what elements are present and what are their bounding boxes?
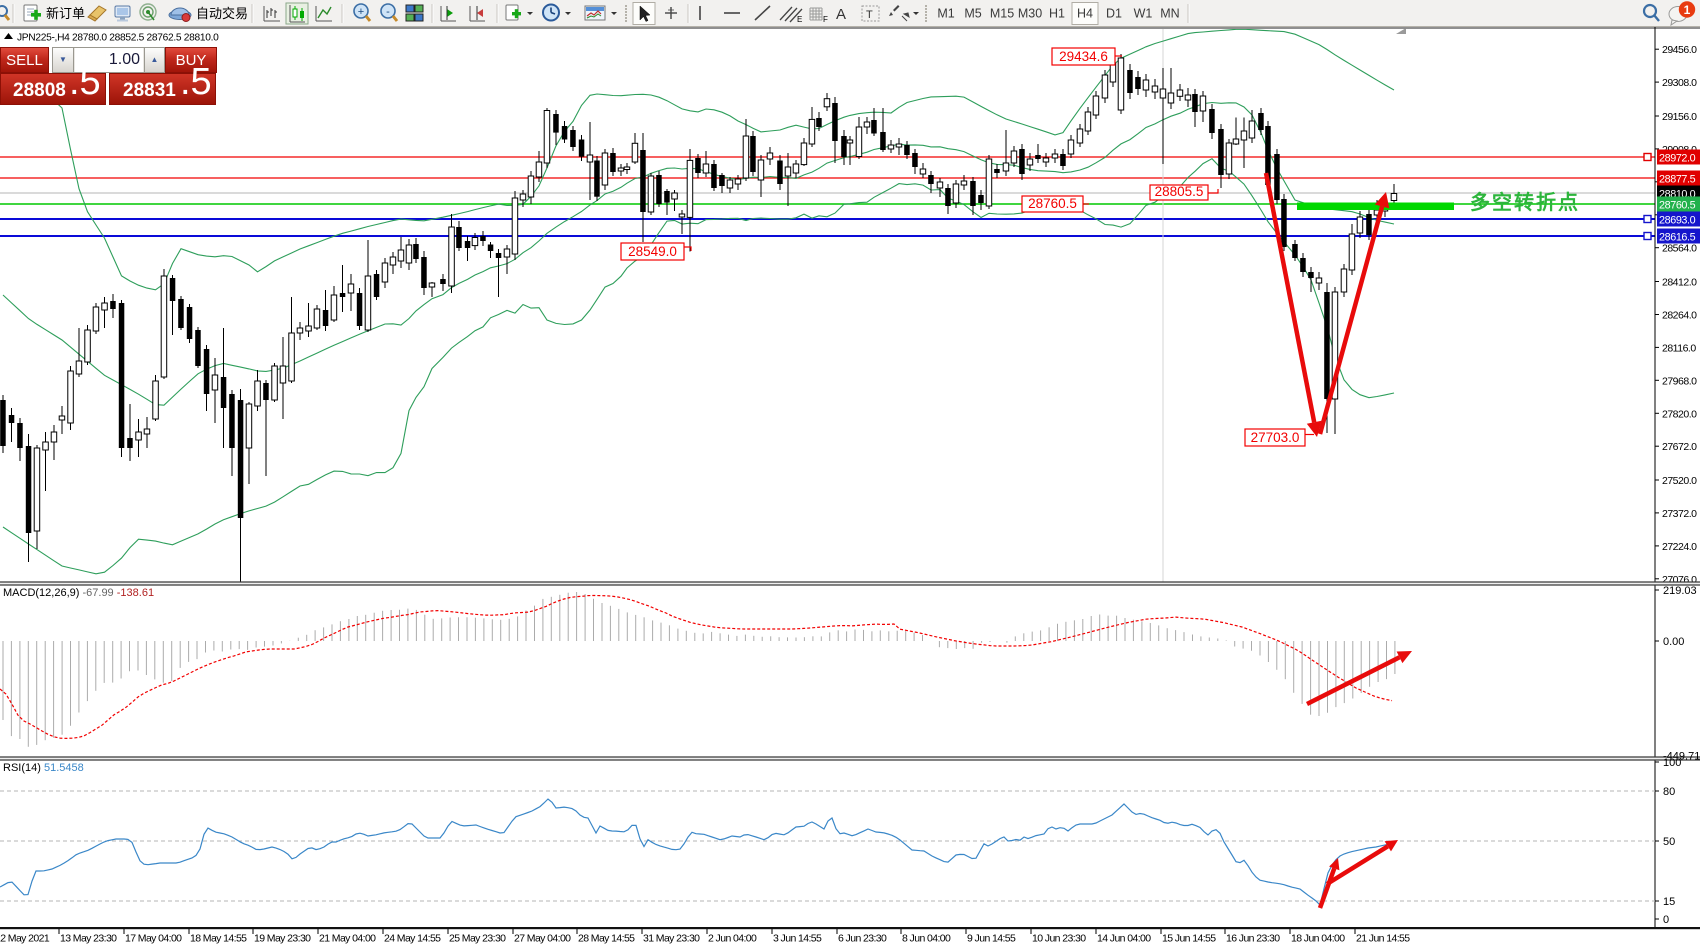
- svg-text:28760.5: 28760.5: [1028, 196, 1077, 211]
- svg-text:新订单: 新订单: [46, 6, 85, 21]
- svg-text:21 May 04:00: 21 May 04:00: [319, 933, 376, 945]
- svg-text:18 Jun 04:00: 18 Jun 04:00: [1291, 933, 1345, 945]
- svg-text:T: T: [866, 9, 873, 21]
- svg-text:29156.0: 29156.0: [1662, 111, 1697, 123]
- svg-text:12 May 2021: 12 May 2021: [0, 933, 50, 945]
- svg-text:M1: M1: [937, 7, 954, 21]
- svg-text:A: A: [836, 6, 846, 23]
- svg-text:28760.5: 28760.5: [1659, 200, 1696, 212]
- svg-text:-: -: [386, 6, 390, 18]
- svg-text:27520.0: 27520.0: [1662, 475, 1697, 487]
- svg-text:28972.0: 28972.0: [1659, 153, 1696, 165]
- svg-text:28264.0: 28264.0: [1662, 310, 1697, 322]
- svg-text:多空转折点: 多空转折点: [1470, 190, 1580, 214]
- svg-text:18 May 14:55: 18 May 14:55: [190, 933, 247, 945]
- svg-text:E: E: [797, 15, 802, 24]
- svg-text:3 Jun 14:55: 3 Jun 14:55: [773, 933, 822, 945]
- svg-text:100: 100: [1663, 757, 1681, 769]
- svg-text:+: +: [358, 6, 364, 18]
- svg-text:24 May 14:55: 24 May 14:55: [384, 933, 441, 945]
- svg-text:21 Jun 14:55: 21 Jun 14:55: [1356, 933, 1410, 945]
- svg-text:0.00: 0.00: [1663, 636, 1684, 648]
- svg-text:27372.0: 27372.0: [1662, 508, 1697, 520]
- svg-text:15 Jun 14:55: 15 Jun 14:55: [1162, 933, 1216, 945]
- svg-text:14 Jun 04:00: 14 Jun 04:00: [1097, 933, 1151, 945]
- svg-text:D1: D1: [1106, 7, 1122, 21]
- svg-text:M30: M30: [1018, 7, 1042, 21]
- svg-text:28549.0: 28549.0: [628, 244, 677, 259]
- svg-text:29434.6: 29434.6: [1059, 49, 1108, 64]
- svg-text:M5: M5: [964, 7, 981, 21]
- svg-text:27 May 04:00: 27 May 04:00: [514, 933, 571, 945]
- svg-text:50: 50: [1663, 836, 1675, 848]
- svg-text:17 May 04:00: 17 May 04:00: [125, 933, 182, 945]
- svg-text:28805.5: 28805.5: [1155, 184, 1204, 199]
- svg-text:31 May 23:30: 31 May 23:30: [643, 933, 700, 945]
- svg-text:W1: W1: [1134, 7, 1153, 21]
- svg-text:MACD(12,26,9) -67.99 -138.61: MACD(12,26,9) -67.99 -138.61: [3, 587, 154, 599]
- svg-text:10 Jun 23:30: 10 Jun 23:30: [1032, 933, 1086, 945]
- svg-text:1: 1: [1684, 3, 1691, 17]
- svg-text:0: 0: [1663, 914, 1669, 926]
- svg-text:JPN225-,H4 28780.0 28852.5 28: JPN225-,H4 28780.0 28852.5 28762.5 28810…: [17, 33, 219, 44]
- svg-text:15: 15: [1663, 896, 1675, 908]
- svg-text:27703.0: 27703.0: [1251, 430, 1300, 445]
- svg-text:29308.0: 29308.0: [1662, 77, 1697, 89]
- svg-text:16 Jun 23:30: 16 Jun 23:30: [1226, 933, 1280, 945]
- svg-text:28693.0: 28693.0: [1659, 215, 1696, 227]
- svg-text:-449.71: -449.71: [1663, 751, 1700, 763]
- svg-text:28116.0: 28116.0: [1662, 342, 1696, 354]
- svg-text:H4: H4: [1077, 7, 1093, 21]
- svg-text:27820.0: 27820.0: [1662, 408, 1697, 420]
- svg-text:9 Jun 14:55: 9 Jun 14:55: [967, 933, 1016, 945]
- svg-text:M15: M15: [990, 7, 1014, 21]
- svg-text:28412.0: 28412.0: [1662, 277, 1697, 289]
- svg-text:28877.5: 28877.5: [1659, 174, 1696, 186]
- svg-text:25 May 23:30: 25 May 23:30: [449, 933, 506, 945]
- svg-text:27224.0: 27224.0: [1662, 541, 1697, 553]
- svg-text:29456.0: 29456.0: [1662, 44, 1697, 56]
- svg-text:27672.0: 27672.0: [1662, 441, 1697, 453]
- svg-text:MN: MN: [1160, 7, 1179, 21]
- svg-text:80: 80: [1663, 786, 1675, 798]
- svg-text:19 May 23:30: 19 May 23:30: [254, 933, 311, 945]
- svg-text:27968.0: 27968.0: [1662, 375, 1697, 387]
- svg-text:13 May 23:30: 13 May 23:30: [60, 933, 117, 945]
- svg-text:自动交易: 自动交易: [196, 6, 248, 21]
- svg-text:F: F: [823, 15, 828, 24]
- svg-text:RSI(14) 51.5458: RSI(14) 51.5458: [3, 762, 84, 774]
- svg-text:H1: H1: [1049, 7, 1065, 21]
- svg-text:28616.5: 28616.5: [1659, 232, 1696, 244]
- svg-text:28564.0: 28564.0: [1662, 243, 1697, 255]
- svg-text:219.03: 219.03: [1663, 585, 1697, 597]
- svg-text:6 Jun 23:30: 6 Jun 23:30: [838, 933, 887, 945]
- svg-text:8 Jun 04:00: 8 Jun 04:00: [902, 933, 951, 945]
- svg-text:28 May 14:55: 28 May 14:55: [578, 933, 635, 945]
- svg-text:2 Jun 04:00: 2 Jun 04:00: [708, 933, 757, 945]
